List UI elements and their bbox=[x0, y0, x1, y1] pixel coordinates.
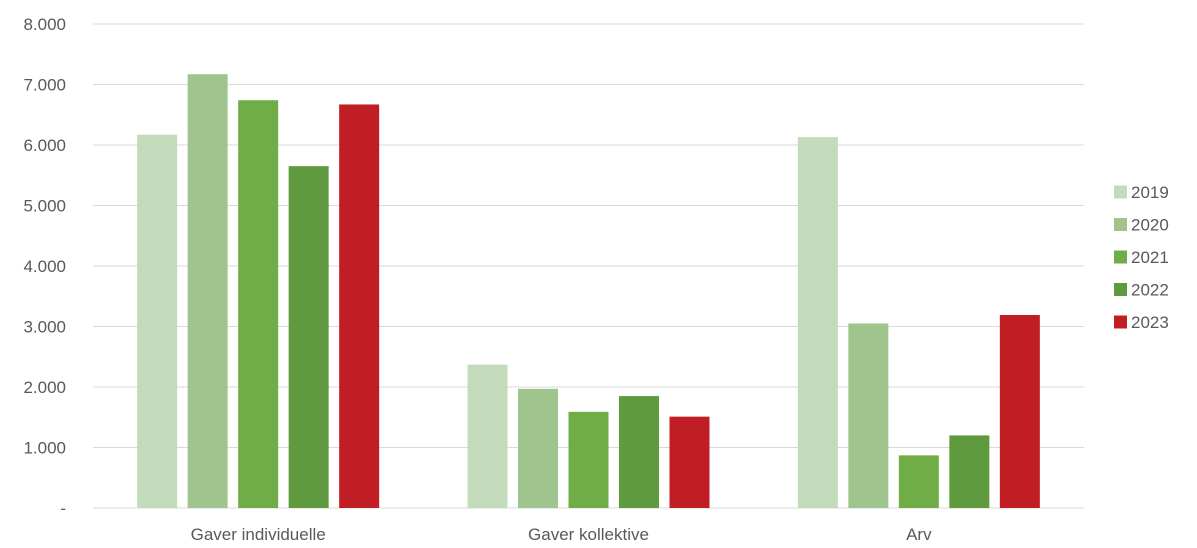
y-tick-label: 5.000 bbox=[23, 197, 66, 216]
bar-2023-arv bbox=[999, 315, 1040, 508]
bar-2020-gaver-kollektive bbox=[518, 388, 558, 508]
bar-2021-gaver-individuelle bbox=[238, 100, 279, 508]
bar-2023-gaver-kollektive bbox=[669, 416, 710, 508]
legend-swatch-2021 bbox=[1114, 250, 1127, 264]
legend-label-2019: 2019 bbox=[1131, 183, 1169, 202]
legend-label-2022: 2022 bbox=[1131, 281, 1169, 300]
bar-2021-arv bbox=[898, 455, 939, 508]
legend-swatch-2022 bbox=[1114, 283, 1127, 296]
y-tick-label: 4.000 bbox=[23, 257, 66, 276]
bar-2020-gaver-individuelle bbox=[187, 74, 228, 508]
legend-swatch-2020 bbox=[1114, 218, 1127, 231]
x-category-label: Gaver kollektive bbox=[528, 525, 649, 544]
bar-2019-arv bbox=[797, 137, 838, 508]
y-tick-label: 7.000 bbox=[23, 76, 66, 95]
bars bbox=[137, 74, 1040, 509]
legend-label-2020: 2020 bbox=[1131, 216, 1169, 235]
legend-swatch-2023 bbox=[1114, 315, 1127, 329]
y-tick-label: - bbox=[60, 499, 66, 518]
x-axis-category-labels: Gaver individuelle Gaver kollektive Arv bbox=[191, 525, 932, 544]
bar-2019-gaver-kollektive bbox=[467, 364, 508, 508]
bar-2022-gaver-kollektive bbox=[619, 396, 659, 508]
y-tick-label: 6.000 bbox=[23, 136, 66, 155]
y-tick-label: 1.000 bbox=[23, 439, 66, 458]
bar-2021-gaver-kollektive bbox=[568, 411, 609, 508]
y-tick-label: 2.000 bbox=[23, 378, 66, 397]
y-axis-tick-labels: - 1.000 2.000 3.000 4.000 5.000 6.000 7.000 8.00… bbox=[23, 15, 66, 518]
legend-swatch-2019 bbox=[1114, 185, 1127, 199]
legend: 2019 2020 2021 2022 2023 bbox=[1114, 183, 1169, 332]
bar-2022-gaver-individuelle bbox=[288, 166, 329, 509]
legend-label-2023: 2023 bbox=[1131, 313, 1169, 332]
bar-2019-gaver-individuelle bbox=[137, 134, 178, 508]
x-category-label: Arv bbox=[906, 525, 932, 544]
bar-2022-arv bbox=[949, 435, 990, 508]
bar-2023-gaver-individuelle bbox=[339, 104, 380, 508]
y-tick-label: 8.000 bbox=[23, 15, 66, 34]
bar-2020-arv bbox=[848, 323, 889, 508]
y-tick-label: 3.000 bbox=[23, 318, 66, 337]
legend-label-2021: 2021 bbox=[1131, 248, 1169, 267]
x-category-label: Gaver individuelle bbox=[191, 525, 326, 544]
